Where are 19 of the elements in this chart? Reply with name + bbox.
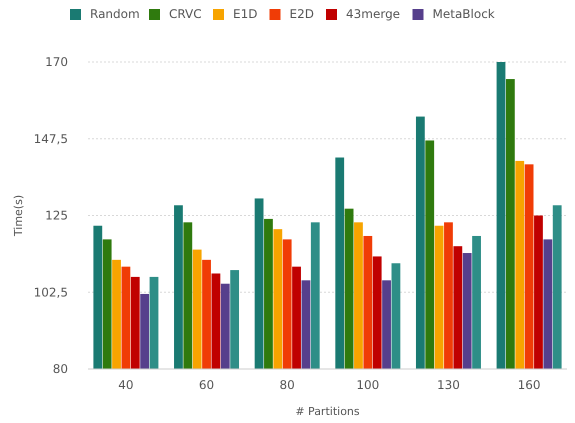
- legend-label: CRVC: [169, 7, 202, 22]
- x-tick-label: 80: [280, 378, 295, 392]
- legend-label: 43merge: [346, 7, 400, 22]
- x-tick-label: 60: [198, 378, 214, 392]
- x-tick-label: 130: [437, 378, 460, 392]
- y-tick-label: 102,5: [34, 285, 68, 300]
- x-tick-label: 160: [518, 378, 541, 392]
- x-tick-label: 40: [118, 378, 134, 392]
- x-axis-title: # Partitions: [295, 405, 360, 418]
- legend-label: MetaBlock: [432, 7, 495, 22]
- legend-label: E2D: [290, 7, 314, 22]
- y-axis-title: Time(s): [12, 194, 25, 238]
- y-tick-label: 125: [45, 208, 68, 223]
- y-tick-label: 170: [45, 55, 68, 70]
- legend-label: Random: [90, 7, 140, 22]
- x-tick-label: 100: [356, 378, 380, 392]
- y-tick-label: 80: [52, 362, 68, 376]
- y-tick-label: 147,5: [34, 132, 68, 146]
- legend-label: E1D: [233, 7, 258, 22]
